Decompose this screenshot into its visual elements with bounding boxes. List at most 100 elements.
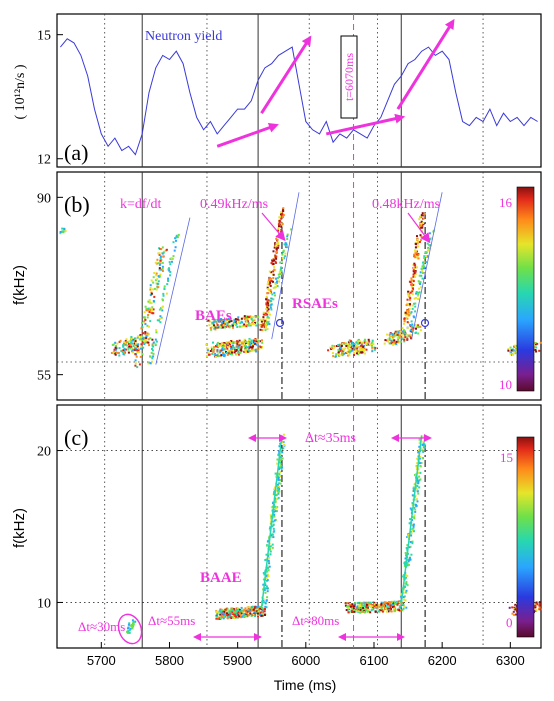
spectrogram-cell <box>269 306 272 309</box>
spectrogram-cell <box>262 313 265 316</box>
spectrogram-cell <box>418 475 421 478</box>
spectrogram-cell <box>233 613 236 616</box>
spectrogram-cell <box>538 604 541 607</box>
spectrogram-cell <box>355 341 358 344</box>
spectrogram-cell <box>238 609 241 612</box>
spectrogram-cell <box>266 540 269 543</box>
spectrogram-cell <box>237 610 240 613</box>
spectrogram-cell <box>364 339 367 342</box>
spectrogram-cell <box>417 492 420 495</box>
spectrogram-cell <box>147 300 150 303</box>
spectrogram-cell <box>147 307 150 310</box>
spectrogram-cell <box>389 332 392 335</box>
annotation-baes: BAEs <box>195 308 232 324</box>
spectrogram-cell <box>168 269 171 272</box>
spectrogram-cell <box>418 218 421 221</box>
spectrogram-cell <box>150 302 153 305</box>
spectrogram-cell <box>245 320 248 323</box>
spectrogram-cell <box>415 504 418 507</box>
spectrogram-cell <box>424 261 427 264</box>
spectrogram-cell <box>363 344 365 347</box>
spectrogram-cell <box>221 326 224 329</box>
spectrogram-cell <box>277 489 280 491</box>
spectrogram-cell <box>400 334 403 337</box>
spectrogram-cell <box>149 284 152 287</box>
spectrogram-cell <box>206 349 209 352</box>
spectrogram-cell <box>229 317 232 320</box>
spectrogram-cell <box>411 307 414 310</box>
spectrogram-cell <box>388 601 390 603</box>
spectrogram-cell <box>246 323 249 326</box>
spectrogram-cell <box>146 316 149 319</box>
spectrogram-cell <box>262 311 265 314</box>
panel-c-x-ticks: 5700 5800 5900 6000 6100 6200 6300 <box>87 642 525 668</box>
spectrogram-cell <box>279 215 282 218</box>
spectrogram-cell <box>147 341 150 344</box>
spectrogram-cell <box>281 213 284 215</box>
spectrogram-cell <box>208 324 211 327</box>
spectrogram-cell <box>213 346 216 349</box>
spectrogram-cell <box>389 601 392 604</box>
spectrogram-cell <box>243 318 246 321</box>
spectrogram-cell <box>415 253 418 256</box>
spectrogram-cell <box>372 608 375 611</box>
spectrogram-cell <box>391 336 394 338</box>
spectrogram-cell <box>255 350 258 353</box>
spectrogram-cell <box>222 612 224 615</box>
spectrogram-cell <box>421 277 424 280</box>
spectrogram-cell <box>170 257 173 260</box>
spectrogram-cell <box>416 238 419 241</box>
spectrogram-cell <box>132 345 135 348</box>
spectrogram-cell <box>254 348 257 351</box>
spectrogram-cell <box>408 304 411 307</box>
spectrogram-cell <box>257 614 260 616</box>
spectrogram-cell <box>412 263 415 266</box>
spectrogram-cell <box>515 348 518 351</box>
spectrogram-cell <box>266 579 269 582</box>
spectrogram-cell <box>141 341 144 344</box>
spectrogram-cell <box>414 508 417 511</box>
spectrogram-cell <box>234 320 237 323</box>
spectrogram-cell <box>393 600 396 603</box>
spectrogram-cell <box>411 529 414 532</box>
spectrogram-cell <box>351 603 354 606</box>
spectrogram-cell <box>131 625 134 628</box>
spectrogram-cell <box>402 591 405 594</box>
spectrogram-cell <box>414 305 417 308</box>
spectrogram-cell <box>262 611 264 614</box>
spectrogram-cell <box>256 608 259 611</box>
spectrogram-cell <box>59 232 62 235</box>
spectrogram-cell <box>161 246 164 249</box>
spectrogram-cell <box>137 335 140 338</box>
spectrogram-cell <box>372 343 375 346</box>
spectrogram-cell <box>410 277 413 280</box>
spectrogram-cell <box>176 235 179 238</box>
spectrogram-cell <box>280 266 283 269</box>
spectrogram-cell <box>144 331 147 334</box>
spectrogram-cell <box>405 589 408 592</box>
spectrogram-cell <box>380 602 383 605</box>
spectrogram-cell <box>226 345 229 348</box>
spectrogram-cell <box>235 342 238 345</box>
spectrogram-cell <box>265 576 268 579</box>
spectrogram-cell <box>363 610 366 613</box>
spectrogram-cell <box>158 318 161 320</box>
spectrogram-cell <box>419 234 422 237</box>
spectrogram-cell <box>168 267 171 270</box>
spectrogram-cell <box>224 321 226 324</box>
spectrogram-cell <box>406 292 409 295</box>
spectrogram-cell <box>247 317 250 319</box>
spectrogram-cell <box>344 604 347 607</box>
spectrogram-cell <box>278 216 281 219</box>
spectrogram-cell <box>267 302 269 304</box>
spectrogram-cell <box>264 591 267 594</box>
spectrogram-cell <box>411 323 414 326</box>
spectrogram-cell <box>247 350 250 353</box>
spectrogram-cell <box>157 252 160 255</box>
spectrogram-cell <box>417 332 420 335</box>
spectrogram-cell <box>229 614 232 617</box>
spectrogram-cell <box>269 548 271 551</box>
spectrogram-cell <box>113 348 116 351</box>
spectrogram-cell <box>360 611 362 613</box>
spectrogram-cell <box>407 535 410 538</box>
